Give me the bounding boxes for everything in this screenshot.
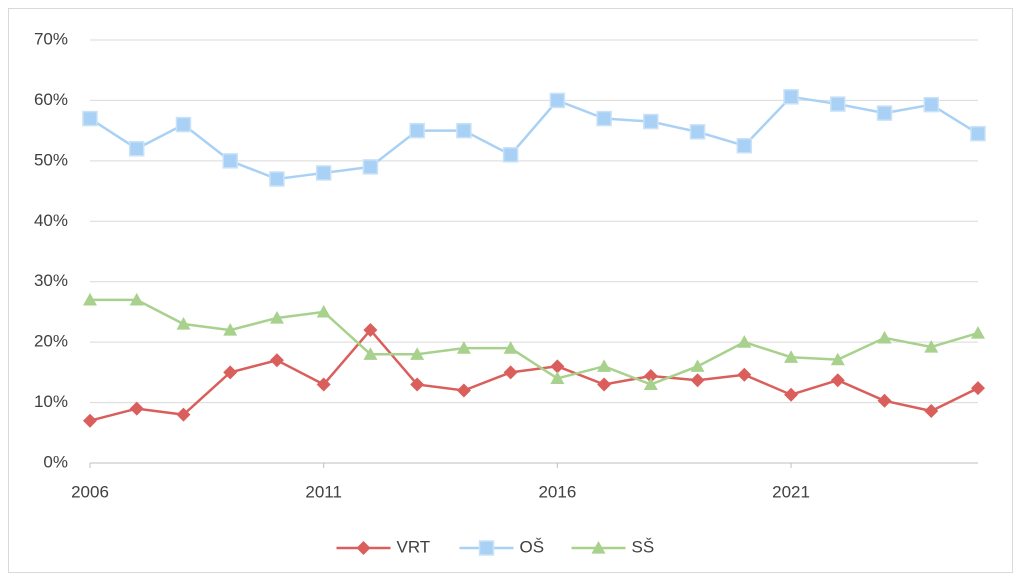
data-point: [597, 359, 612, 372]
data-point: [129, 292, 144, 306]
data-point: [971, 326, 985, 339]
y-tick-label: 70%: [34, 29, 68, 48]
legend-marker: [591, 541, 606, 554]
data-point: [876, 105, 893, 121]
data-point: [409, 122, 425, 139]
y-tick-label: 0%: [43, 452, 68, 471]
data-point: [597, 377, 612, 392]
data-point: [222, 153, 238, 169]
data-point: [223, 323, 238, 336]
data-point: [83, 292, 97, 306]
data-point: [830, 352, 845, 366]
data-point: [784, 387, 799, 402]
data-point: [689, 124, 706, 140]
data-point: [550, 371, 565, 384]
data-point: [830, 373, 845, 388]
data-point: [456, 122, 472, 139]
data-point: [129, 401, 144, 416]
data-point: [503, 365, 518, 380]
data-point: [596, 110, 612, 127]
data-point: [877, 330, 892, 344]
data-point: [83, 413, 97, 428]
data-point: [410, 377, 425, 392]
y-tick-label: 50%: [34, 150, 68, 169]
data-point: [643, 113, 659, 130]
data-point: [315, 165, 332, 181]
data-point: [362, 159, 379, 175]
legend-marker: [478, 540, 495, 556]
series-line: [89, 95, 979, 181]
legend-label: OŠ: [520, 537, 545, 556]
x-tick-label: 2016: [538, 482, 576, 501]
data-point: [643, 377, 658, 391]
series-line: [89, 328, 979, 422]
data-point: [82, 110, 98, 127]
data-point: [737, 367, 752, 382]
data-point: [877, 393, 892, 408]
data-point: [456, 383, 471, 398]
data-point: [269, 353, 284, 368]
y-tick-label: 60%: [34, 90, 68, 109]
data-point: [830, 96, 846, 112]
chart-frame: [8, 8, 1013, 573]
data-point: [690, 373, 705, 388]
data-point: [924, 339, 939, 353]
data-point: [269, 310, 284, 324]
y-tick-label: 10%: [34, 392, 68, 411]
data-point: [643, 368, 658, 383]
y-tick-label: 20%: [34, 332, 68, 351]
data-point: [128, 141, 145, 157]
data-point: [784, 350, 799, 363]
data-point: [550, 359, 565, 374]
data-point: [223, 365, 238, 380]
data-point: [549, 92, 566, 109]
data-point: [970, 125, 986, 142]
data-point: [176, 317, 191, 330]
x-tick-label: 2006: [71, 482, 109, 501]
x-tick-label: 2021: [772, 482, 810, 501]
legend-label: SŠ: [632, 537, 655, 556]
x-tick-label: 2011: [305, 482, 342, 501]
data-point: [737, 335, 752, 348]
legend-marker: [356, 541, 371, 555]
data-point: [410, 347, 425, 360]
data-point: [503, 341, 518, 354]
data-point: [923, 96, 940, 113]
data-point: [176, 407, 191, 422]
data-point: [316, 304, 331, 318]
data-point: [924, 404, 939, 419]
legend-label: VRT: [397, 537, 431, 556]
data-point: [363, 323, 378, 338]
data-point: [363, 347, 378, 360]
data-point: [316, 377, 331, 392]
data-point: [269, 171, 285, 187]
data-point: [690, 359, 705, 372]
series-line: [90, 298, 979, 386]
data-point: [971, 381, 985, 396]
data-point: [456, 341, 471, 354]
y-tick-label: 40%: [34, 211, 68, 230]
data-point: [736, 138, 753, 154]
data-point: [502, 147, 519, 163]
data-point: [175, 116, 192, 133]
data-point: [783, 89, 799, 105]
y-tick-label: 30%: [34, 271, 68, 290]
